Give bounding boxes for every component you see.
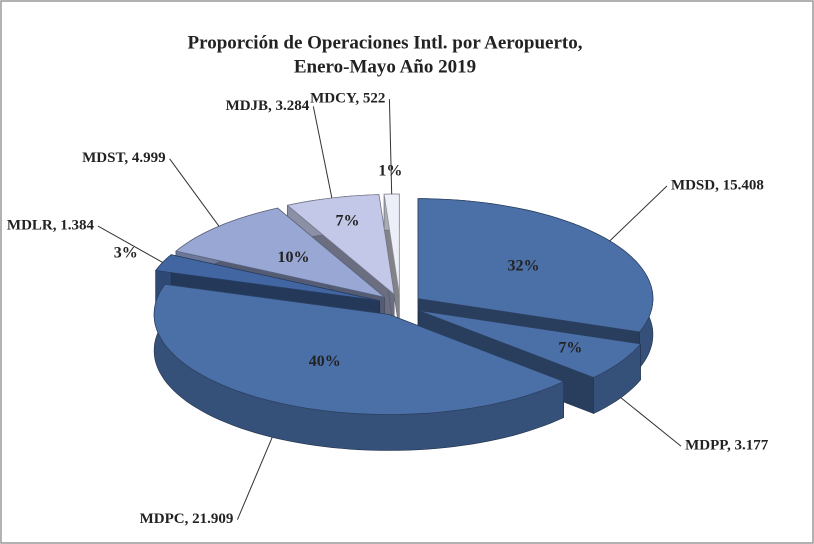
data-label: MDCY, 522 [310, 91, 385, 107]
slice [383, 193, 400, 295]
percent-label: 40% [309, 353, 341, 370]
data-label: MDJB, 3.284 [226, 98, 310, 114]
percent-label: 1% [378, 163, 402, 180]
leader-line [312, 106, 333, 199]
leader-line [388, 99, 393, 195]
data-label: MDPC, 21.909 [140, 511, 234, 527]
data-label: MDLR, 1.384 [7, 217, 95, 233]
chart-title: Proporción de Operaciones Intl. por Aero… [188, 32, 583, 53]
slice [286, 194, 395, 296]
slice [153, 283, 565, 415]
chart-subtitle: Enero-Mayo Año 2019 [294, 56, 476, 77]
leader-line [169, 158, 220, 227]
data-label: MDSD, 15.408 [671, 177, 764, 193]
leader-line [620, 397, 682, 447]
percent-label: 7% [558, 340, 582, 357]
data-label: MDST, 4.999 [82, 150, 165, 166]
leader-line [609, 185, 668, 242]
slice [418, 310, 642, 378]
slice [417, 198, 654, 333]
slice [154, 254, 380, 302]
percent-label: 32% [507, 258, 539, 275]
leader-line [97, 225, 163, 263]
leader-line [236, 437, 273, 520]
percent-label: 10% [277, 249, 309, 266]
percent-label: 7% [335, 213, 359, 230]
data-label: MDPP, 3.177 [685, 438, 769, 454]
percent-label: 3% [114, 245, 138, 262]
